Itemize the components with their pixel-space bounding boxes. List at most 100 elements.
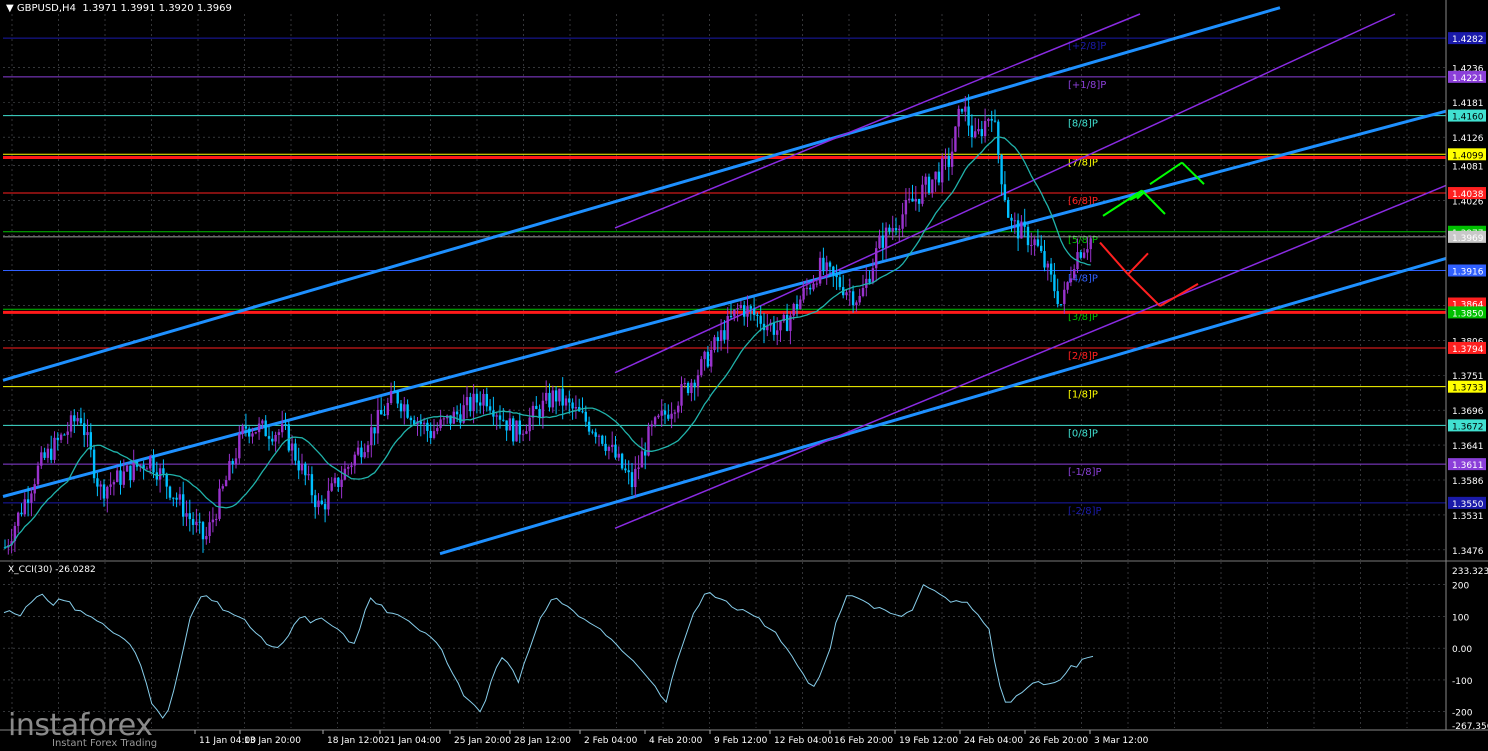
candle-body [1066,282,1069,290]
candle-body [370,427,373,446]
candle-body [703,351,706,360]
candle-body [990,118,993,121]
candle-body [838,277,842,288]
candle-body [617,453,620,458]
murrey-label: [+2/8]P [1068,41,1106,52]
murrey-label: [8/8]P [1068,119,1098,130]
candle-body [858,295,861,303]
candle-body [168,486,172,498]
candle-body [723,330,726,340]
candle-body [670,413,673,419]
candle-body [587,421,591,432]
candle-body [323,504,327,510]
candle-body [967,106,970,126]
candle-body [119,470,122,485]
candle-body [726,316,729,340]
candle-body [782,314,785,322]
candle-body [429,430,432,438]
candle-body [637,467,640,469]
candle-body [353,454,356,466]
candle-body [36,465,40,485]
candle-body [422,422,426,424]
candle-body [1000,154,1003,185]
murrey-label: [7/8]P [1068,157,1098,168]
candle-body [76,418,79,422]
candle-body [46,448,50,458]
candle-body [165,473,168,487]
forecast-arrow [1127,252,1149,275]
candle-body [20,512,23,515]
candle-body [855,302,858,306]
candle-body [1030,245,1033,247]
candle-body [713,337,716,350]
candle-body [650,424,653,427]
candle-body [337,477,340,488]
time-tick-label: 26 Feb 20:00 [1029,736,1088,746]
trend-line [2,6,1281,382]
candle-body [776,330,779,335]
candle-body [614,444,617,458]
candle-body [320,500,323,505]
candle-body [558,388,561,402]
candle-body [706,351,710,367]
candle-body [185,513,188,517]
candle-body [406,404,409,418]
candle-body [363,452,366,458]
candle-body [26,499,30,503]
candle-body [1026,226,1030,246]
candle-body [261,420,264,424]
candle-body [624,468,627,471]
price-tick-label: 1.3641 [1452,442,1484,452]
candle-body [436,428,439,432]
candle-body [663,410,667,415]
candle-body [960,108,964,112]
candle-body [878,235,881,249]
candle-body [198,521,201,523]
candle-body [1036,239,1040,246]
price-tag [1448,148,1486,161]
candle-body [772,322,776,335]
candle-body [92,449,96,479]
candle-body [512,418,515,442]
candle-body [1003,184,1007,201]
time-tick-label: 21 Jan 04:00 [384,736,441,746]
candle-body [545,392,548,401]
candle-body [683,382,686,385]
candle-body [634,468,637,488]
candle-body [1073,269,1076,279]
candle-body [564,398,568,406]
candle-body [129,465,132,481]
candle-body [248,428,251,437]
candle-body [333,477,337,484]
candle-body [211,519,215,523]
candle-body [215,518,218,520]
candle-body [954,126,957,152]
forecast-arrow [1141,189,1166,215]
price-tag-label: 1.4282 [1452,35,1484,45]
candle-body [116,470,119,483]
candle-body [627,470,630,473]
candle-body [848,291,851,293]
candle-body [888,227,891,232]
candle-body [13,525,17,542]
cci-tick-label: -267.356 [1452,722,1488,732]
candle-body [498,415,502,420]
candle-body [927,176,931,193]
candle-body [541,400,545,418]
candle-body [376,409,380,434]
candle-body [891,228,894,232]
cci-tick-label: 100 [1452,613,1469,623]
price-tag-label: 1.3969 [1452,234,1484,244]
candle-body [673,412,677,414]
time-tick-label: 12 Feb 04:00 [774,736,833,746]
candle-body [766,325,769,331]
candle-body [188,513,191,520]
murrey-label: [5/8]P [1068,235,1098,246]
candle-body [413,420,416,425]
price-tag-label: 1.3672 [1452,422,1484,432]
candle-body [290,443,294,451]
murrey-label: [-1/8]P [1068,467,1102,478]
price-tag [1448,264,1486,277]
candle-body [254,432,257,434]
candle-body [264,420,267,437]
